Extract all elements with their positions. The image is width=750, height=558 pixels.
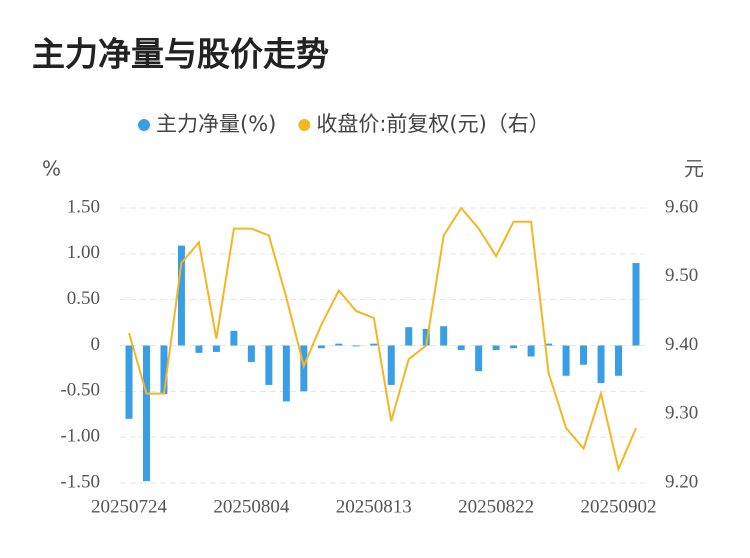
bar bbox=[125, 345, 133, 419]
bar bbox=[177, 245, 185, 346]
bar bbox=[160, 345, 168, 395]
bar bbox=[562, 345, 570, 376]
y-tick-label: -0.50 bbox=[60, 380, 100, 401]
x-tick-label: 20250813 bbox=[336, 496, 412, 517]
bar bbox=[387, 345, 395, 385]
bar bbox=[422, 329, 430, 346]
y-tick-label: 0 bbox=[91, 334, 101, 355]
y-tick-label: -1.50 bbox=[60, 471, 100, 492]
x-tick-label: 20250804 bbox=[213, 496, 290, 517]
legend-marker bbox=[298, 119, 311, 131]
bar bbox=[317, 345, 325, 349]
legend-label: 收盘价:前复权(元)（右） bbox=[316, 112, 549, 136]
chart-title: 主力净量与股价走势 bbox=[32, 35, 329, 74]
x-tick-label: 20250902 bbox=[581, 496, 657, 517]
bar bbox=[615, 345, 623, 376]
bar bbox=[440, 326, 448, 346]
y-tick-label: -1.00 bbox=[60, 426, 100, 447]
y2-tick-label: 9.40 bbox=[665, 334, 698, 355]
bar bbox=[352, 345, 360, 347]
y2-tick-label: 9.30 bbox=[665, 403, 698, 424]
bar bbox=[370, 343, 378, 346]
bar bbox=[282, 345, 290, 402]
bar bbox=[492, 345, 500, 351]
price-line bbox=[128, 206, 637, 473]
bar bbox=[475, 345, 483, 372]
bar bbox=[597, 345, 605, 384]
y-tick-label: 1.00 bbox=[67, 242, 100, 263]
bar bbox=[247, 345, 255, 362]
bar bbox=[527, 345, 535, 357]
bar bbox=[457, 345, 465, 351]
y2-axis-label: 元 bbox=[684, 157, 704, 181]
bar bbox=[265, 345, 273, 385]
bar bbox=[510, 345, 518, 349]
y-tick-label: 0.50 bbox=[67, 288, 100, 309]
bar bbox=[212, 345, 220, 352]
bar bbox=[632, 263, 640, 346]
bar bbox=[335, 343, 343, 346]
legend-label: 主力净量(%) bbox=[156, 112, 276, 136]
y-tick-label: 1.50 bbox=[67, 196, 100, 217]
bar bbox=[142, 345, 150, 482]
y2-tick-label: 9.60 bbox=[665, 196, 698, 217]
bar bbox=[545, 343, 553, 346]
x-tick-label: 20250822 bbox=[458, 496, 534, 517]
bar bbox=[580, 345, 588, 365]
y-axis-label: % bbox=[42, 157, 61, 181]
legend-marker bbox=[138, 119, 150, 131]
y2-tick-label: 9.20 bbox=[665, 471, 698, 492]
y2-tick-label: 9.50 bbox=[665, 265, 698, 286]
x-tick-label: 20250724 bbox=[91, 496, 168, 517]
bar bbox=[195, 345, 203, 353]
bar bbox=[230, 330, 238, 346]
bar bbox=[405, 327, 413, 346]
